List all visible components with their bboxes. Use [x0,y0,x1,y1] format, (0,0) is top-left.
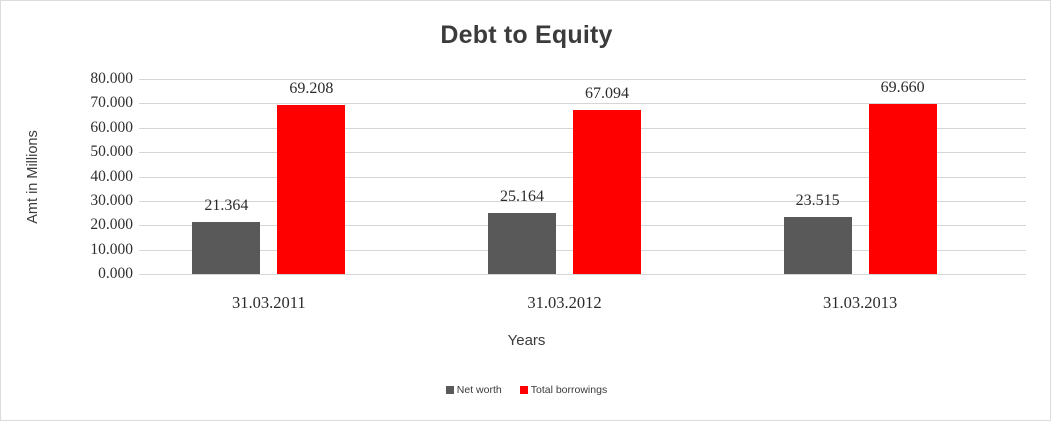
y-axis-tick-label: 10.000 [90,240,133,258]
x-axis-title: Years [507,332,546,349]
x-axis-tick-label: 31.03.2013 [823,293,898,312]
bar-value-label: 67.094 [585,85,629,103]
y-axis-tick-label: 80.000 [90,70,133,87]
x-axis-tick-label: 31.03.2012 [527,293,602,312]
legend-item-net-worth[interactable]: Net worth [445,384,502,396]
bar-net-worth-31.03.2013[interactable] [783,216,852,274]
y-axis-tick-label: 40.000 [90,167,133,185]
y-axis-tick-label: 20.000 [90,216,133,234]
bar-net-worth-31.03.2011[interactable] [192,221,261,274]
bar-value-label: 21.364 [204,196,249,214]
bar-value-label: 69.208 [289,80,334,98]
legend-swatch-icon [519,386,528,394]
bar-value-label: 69.660 [880,79,925,97]
y-axis-tick-label: 50.000 [90,143,133,161]
bar-value-label: 23.515 [795,191,840,209]
y-axis-title: Amt in Millions [25,130,41,224]
chart-title: Debt to Equity [440,21,613,49]
y-axis-tick-label: 60.000 [90,118,133,136]
y-axis-tick-label: 70.000 [90,94,133,112]
bar-total-borrowings-31.03.2012[interactable] [573,110,641,274]
chart-legend: Net worth Total borrowings [1,384,1050,396]
y-axis-tick-label: 0.000 [98,265,133,282]
plot-area: 21.364 69.208 25.164 67.094 23.515 69.660 [139,79,1026,275]
bar-net-worth-31.03.2012[interactable] [488,212,556,274]
legend-item-total-borrowings[interactable]: Total borrowings [519,384,608,396]
legend-label: Net worth [456,384,502,396]
y-axis-tick-label: 30.000 [90,191,133,209]
bar-total-borrowings-31.03.2013[interactable] [868,104,937,274]
gridline [139,274,1026,275]
legend-label: Total borrowings [530,384,608,396]
x-axis-tick-label: 31.03.2011 [232,293,306,312]
gridline [139,79,1026,80]
legend-swatch-icon [445,386,454,394]
bar-value-label: 25.164 [500,187,544,205]
y-axis-tick-labels: 80.000 70.000 60.000 50.000 40.000 30.000 20.0… [47,70,133,282]
bar-total-borrowings-31.03.2011[interactable] [277,105,346,274]
gridline [139,103,1026,105]
